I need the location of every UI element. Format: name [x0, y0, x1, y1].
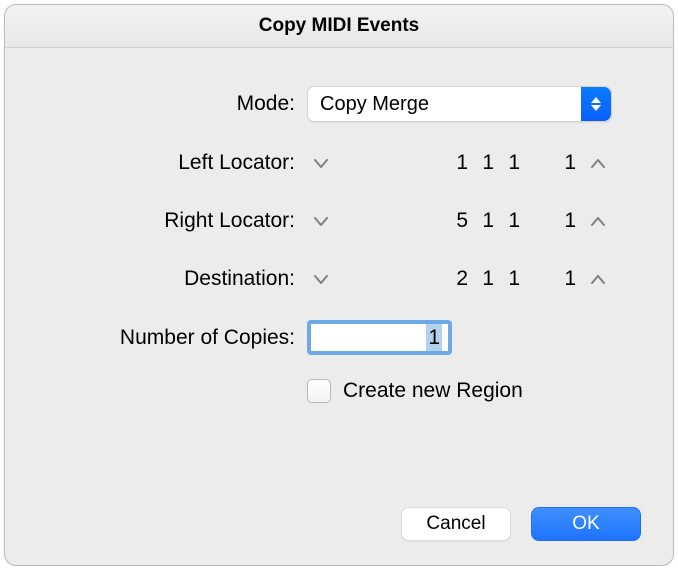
destination-v4: 1: [520, 267, 576, 291]
row-destination: Destination: 2 1 1 1: [39, 262, 639, 296]
row-right-locator: Right Locator: 5 1 1 1: [39, 204, 639, 238]
right-locator-v4: 1: [520, 209, 576, 233]
popup-arrows-icon: [581, 87, 611, 121]
destination-decrement[interactable]: [307, 262, 335, 296]
right-locator-increment[interactable]: [584, 204, 612, 238]
right-locator-v2: 1: [468, 209, 494, 233]
num-copies-value: 1: [426, 324, 442, 351]
mode-value: Copy Merge: [320, 93, 429, 116]
create-region-checkbox[interactable]: [307, 379, 331, 403]
left-locator-decrement[interactable]: [307, 146, 335, 180]
destination-increment[interactable]: [584, 262, 612, 296]
titlebar: Copy MIDI Events: [5, 5, 673, 48]
left-locator-v2: 1: [468, 151, 494, 175]
mode-label: Mode:: [39, 92, 307, 116]
window-title: Copy MIDI Events: [259, 15, 419, 36]
dialog-buttons: Cancel OK: [401, 507, 641, 541]
left-locator-v3: 1: [494, 151, 520, 175]
ok-button[interactable]: OK: [531, 507, 641, 541]
left-locator-field[interactable]: 1 1 1 1: [307, 146, 612, 180]
dialog-content: Mode: Copy Merge Left Locator:: [5, 48, 673, 403]
left-locator-v1: 1: [442, 151, 468, 175]
left-locator-increment[interactable]: [584, 146, 612, 180]
right-locator-field[interactable]: 5 1 1 1: [307, 204, 612, 238]
destination-v1: 2: [442, 267, 468, 291]
row-mode: Mode: Copy Merge: [39, 86, 639, 122]
num-copies-input[interactable]: 1: [307, 320, 452, 355]
right-locator-decrement[interactable]: [307, 204, 335, 238]
num-copies-label: Number of Copies:: [39, 326, 307, 350]
cancel-button-label: Cancel: [426, 513, 485, 535]
right-locator-v3: 1: [494, 209, 520, 233]
dialog-window: Copy MIDI Events Mode: Copy Merge Left L…: [4, 4, 674, 566]
left-locator-values: 1 1 1 1: [335, 151, 584, 175]
right-locator-v1: 5: [442, 209, 468, 233]
mode-popup[interactable]: Copy Merge: [307, 86, 612, 122]
right-locator-values: 5 1 1 1: [335, 209, 584, 233]
destination-values: 2 1 1 1: [335, 267, 584, 291]
create-region-label: Create new Region: [343, 379, 523, 403]
row-num-copies: Number of Copies: 1: [39, 320, 639, 355]
right-locator-label: Right Locator:: [39, 209, 307, 233]
destination-field[interactable]: 2 1 1 1: [307, 262, 612, 296]
row-create-region: Create new Region: [307, 379, 639, 403]
row-left-locator: Left Locator: 1 1 1 1: [39, 146, 639, 180]
left-locator-v4: 1: [520, 151, 576, 175]
ok-button-label: OK: [572, 513, 599, 535]
destination-v2: 1: [468, 267, 494, 291]
destination-label: Destination:: [39, 267, 307, 291]
destination-v3: 1: [494, 267, 520, 291]
left-locator-label: Left Locator:: [39, 151, 307, 175]
cancel-button[interactable]: Cancel: [401, 507, 511, 541]
